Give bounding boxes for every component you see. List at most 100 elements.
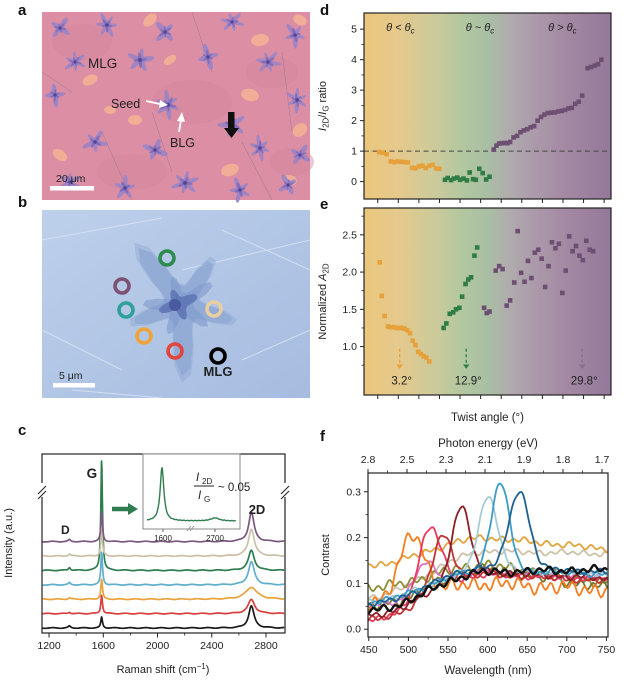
raman-trace-orange (42, 578, 285, 601)
teal-circle (117, 301, 135, 319)
svg-text:1600: 1600 (92, 640, 116, 652)
angle-arrow-icon-1 (463, 364, 470, 369)
seed-arrow-icon (159, 100, 168, 108)
blg-arrow-icon (177, 112, 185, 122)
svg-text:1.5: 1.5 (342, 304, 357, 316)
svg-text:600: 600 (479, 644, 497, 656)
panel-label-a: a (18, 2, 27, 19)
raman-trace-MLG-black (42, 605, 285, 630)
svg-text:0: 0 (351, 176, 357, 188)
panel-label-b: b (18, 194, 28, 211)
angle-label-1: 12.9° (455, 376, 482, 388)
d-series-near-critical (442, 166, 492, 183)
svg-text:3: 3 (351, 85, 357, 97)
svg-text:1.7: 1.7 (595, 454, 610, 466)
tan-circle (205, 300, 223, 318)
e-series-above-critical (481, 228, 596, 316)
green-circle (158, 249, 176, 267)
raman-trace-green (42, 460, 285, 572)
inset-arrow-icon (128, 503, 138, 515)
e-series-below-critical (377, 260, 432, 364)
svg-text:4: 4 (351, 54, 357, 66)
svg-text:650: 650 (518, 644, 536, 656)
svg-text:1.9: 1.9 (517, 454, 532, 466)
c-ylabel: Intensity (a.u.) (3, 508, 15, 578)
svg-text:2.5: 2.5 (342, 229, 357, 241)
scale-bar-b-label: 5 μm (59, 370, 83, 382)
d-series-above-critical (491, 57, 604, 152)
raman-trace-red (42, 594, 285, 615)
svg-text:750: 750 (598, 644, 616, 656)
black-arrow-icon (228, 112, 235, 128)
scale-bar-a (50, 186, 94, 191)
purple-circle (113, 277, 131, 295)
blg-label: BLG (170, 136, 195, 150)
e-series-near-critical (441, 245, 480, 331)
contrast-curve-blue (368, 482, 608, 606)
svg-text:500: 500 (400, 644, 418, 656)
svg-text:5: 5 (351, 24, 357, 36)
d-ylabel: I2D/IG ratio (317, 81, 331, 131)
d-peak-label: D (61, 523, 70, 537)
scale-bar-a-label: 20 μm (56, 173, 86, 185)
svg-text:1.0: 1.0 (342, 341, 357, 353)
mlg-label-b: MLG (204, 364, 233, 379)
scale-bar-b (53, 383, 95, 388)
svg-text:450: 450 (360, 644, 378, 656)
black-circle (209, 347, 227, 365)
svg-text:1: 1 (351, 146, 357, 158)
panel-f-contrast-spectra-chart: 450 500 550 600 650 700 750 0.0 0.1 0.2 0.3 2.8 2.5 2… (320, 438, 616, 677)
svg-text:0.2: 0.2 (346, 532, 361, 544)
svg-text:2.0: 2.0 (342, 267, 357, 279)
svg-text:2: 2 (351, 115, 357, 127)
svg-text:550: 550 (439, 644, 457, 656)
svg-text:2.1: 2.1 (478, 454, 493, 466)
2d-peak-label: 2D (249, 502, 266, 517)
svg-text:1600: 1600 (154, 534, 172, 543)
angle-label-0: 3.2° (391, 376, 412, 388)
panel-d-ratio-scatter-chart: θ < θc θ ~ θc θ > θc 0 1 2 3 4 5 I2D/IG ratio (317, 12, 612, 203)
region-label-2: θ > θc (548, 22, 576, 36)
panel-label-e: e (320, 196, 329, 213)
red-circle (166, 342, 184, 360)
panel-label-d: d (320, 2, 330, 19)
svg-text:2.3: 2.3 (439, 454, 454, 466)
angle-arrow-icon-2 (578, 364, 586, 369)
panel-label-f: f (320, 428, 325, 445)
d-series-below-critical (376, 149, 442, 172)
svg-text:1.8: 1.8 (556, 454, 571, 466)
raman-trace-blue (42, 551, 285, 586)
svg-text:I: I (198, 490, 202, 502)
svg-text:0.3: 0.3 (346, 486, 361, 498)
svg-text:2000: 2000 (146, 640, 170, 652)
panel-b-optical-micrograph: MLG 5 μm (41, 210, 311, 399)
panel-e-a2d-scatter-chart: 3.2° 12.9° 29.8° 1.0 1.5 2.0 2.5 Normalized A2D… (317, 207, 612, 424)
svg-text:2D: 2D (202, 477, 212, 486)
angle-label-2: 29.8° (571, 376, 598, 388)
region-label-0: θ < θc (386, 22, 414, 36)
contrast-curve-black (368, 563, 608, 615)
c-xlabel: Raman shift (cm−1) (117, 662, 210, 676)
svg-text:700: 700 (558, 644, 576, 656)
svg-text:I: I (196, 472, 200, 484)
svg-text:2.8: 2.8 (361, 454, 376, 466)
panel-a-optical-micrograph: MLG Seed BLG 20 μm (41, 11, 314, 203)
f-top-xlabel: Photon energy (eV) (438, 438, 538, 450)
angle-arrow-icon-0 (396, 364, 403, 369)
svg-text:2400: 2400 (200, 640, 224, 652)
mlg-label-a: MLG (88, 56, 117, 71)
svg-text:2.5: 2.5 (400, 454, 415, 466)
svg-text:0.1: 0.1 (346, 578, 361, 590)
g-peak-label: G (87, 466, 98, 481)
raman-trace-tan (42, 528, 285, 558)
e-xlabel: Twist angle (°) (451, 412, 524, 424)
svg-text:~ 0.05: ~ 0.05 (218, 482, 250, 494)
e-ylabel: Normalized A2D (317, 263, 331, 339)
orange-circle (135, 327, 153, 345)
svg-text:2800: 2800 (254, 640, 278, 652)
panel-label-c: c (18, 422, 27, 439)
contrast-curve-orange (368, 532, 608, 612)
seed-label: Seed (111, 97, 140, 111)
